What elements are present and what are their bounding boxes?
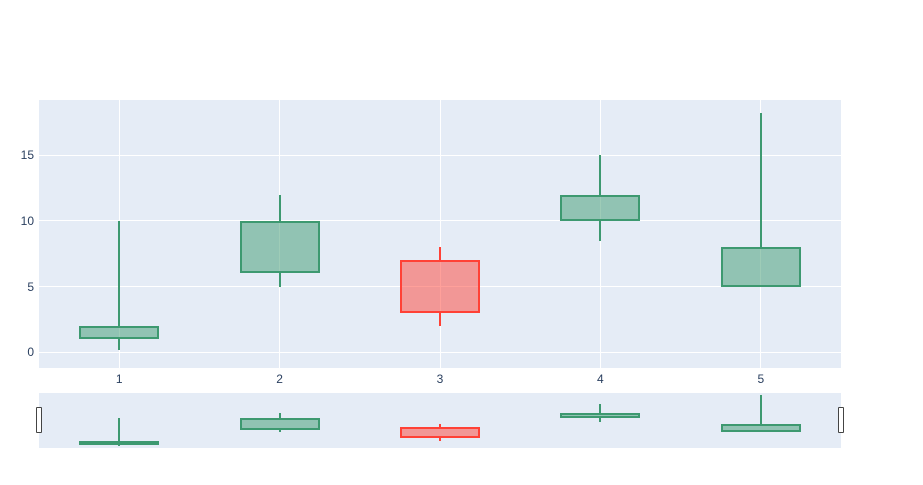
candle-body [239, 418, 320, 430]
candle-lower-wick [118, 339, 121, 350]
candle-upper-wick [599, 404, 602, 413]
x-tick-label: 2 [276, 372, 283, 386]
x-gridline [439, 100, 441, 368]
candle-upper-wick [599, 155, 602, 195]
candle-upper-wick [759, 113, 762, 248]
candle-lower-wick [599, 220, 602, 241]
plot-area[interactable] [39, 100, 841, 368]
candle-upper-wick [278, 412, 281, 419]
rangeslider-left-handle-icon[interactable] [36, 407, 42, 433]
candle-lower-wick [439, 312, 441, 326]
candle-body[interactable] [720, 247, 801, 287]
candle-lower-wick [439, 438, 441, 441]
candle-body[interactable] [239, 220, 320, 274]
candle-body [720, 423, 801, 433]
y-gridline [39, 154, 841, 156]
candle-body[interactable] [79, 325, 160, 340]
candle-lower-wick [278, 273, 281, 287]
candle-upper-wick [759, 395, 762, 424]
candle-body [399, 426, 481, 439]
candle-body[interactable] [560, 194, 641, 221]
y-tick-label: 10 [20, 213, 34, 228]
y-gridline [39, 220, 841, 222]
candle-body [560, 412, 641, 419]
candle-upper-wick [439, 247, 441, 261]
candle-lower-wick [278, 429, 281, 433]
x-tick-label: 4 [597, 372, 604, 386]
x-tick-label: 5 [757, 372, 765, 386]
x-tick-label: 3 [436, 372, 444, 386]
y-gridline [39, 351, 841, 353]
y-tick-label: 15 [20, 148, 34, 163]
rangeslider-track[interactable] [36, 393, 844, 448]
candle-upper-wick [278, 194, 281, 221]
candle-body[interactable] [399, 260, 481, 313]
rangeslider-right-handle-icon[interactable] [838, 407, 844, 433]
candle-upper-wick [439, 423, 441, 427]
y-tick-label: 0 [27, 345, 34, 360]
x-tick-label: 1 [115, 372, 123, 386]
candle-body [79, 440, 160, 445]
y-tick-label: 5 [27, 279, 34, 294]
candle-lower-wick [599, 418, 602, 423]
candle-upper-wick [118, 220, 121, 326]
candle-upper-wick [118, 418, 121, 441]
